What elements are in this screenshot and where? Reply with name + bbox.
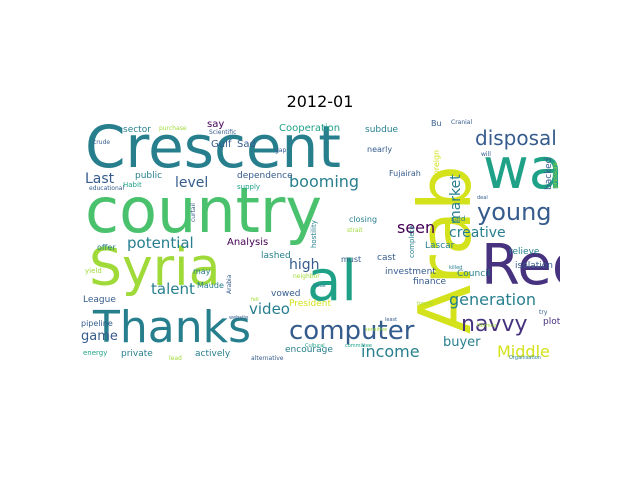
- word-forced: forced: [417, 301, 433, 307]
- word-navvy: navvy: [461, 312, 528, 337]
- word-will: will: [481, 151, 491, 158]
- word-actively: actively: [195, 349, 231, 359]
- word-private: private: [121, 349, 153, 359]
- word-finance: finance: [413, 277, 447, 287]
- word-pressure: pressure: [552, 162, 559, 188]
- word-complete: complete: [408, 225, 416, 258]
- word-booming: booming: [289, 172, 360, 191]
- word-website: website: [229, 315, 249, 321]
- word-arabia: Arabia: [226, 274, 233, 294]
- word-wa: wa: [483, 137, 560, 202]
- word-level: level: [175, 175, 209, 191]
- word-lashed: lashed: [261, 251, 291, 261]
- word-cultural: Cultural: [305, 343, 325, 349]
- word-killed: killed: [449, 265, 463, 271]
- word-cast: cast: [377, 253, 396, 263]
- word-lascar: Lascar: [425, 241, 455, 251]
- figure-title: 2012-01: [286, 92, 354, 111]
- word-plot: plot: [543, 317, 560, 327]
- word-habit: Habit: [123, 181, 142, 189]
- word-generation: generation: [449, 290, 537, 309]
- word-investment: investment: [385, 267, 436, 277]
- word-may: may: [193, 267, 211, 276]
- word-must: must: [341, 255, 362, 264]
- word-young: young: [477, 198, 552, 226]
- word-gap: gap: [275, 147, 287, 154]
- word-lead: lead: [169, 355, 182, 362]
- word-strait: strait: [347, 227, 363, 234]
- word-cooperation: Cooperation: [279, 123, 341, 134]
- word-president: President: [289, 299, 331, 309]
- word-potential: potential: [127, 234, 194, 252]
- word-income: income: [361, 342, 420, 361]
- word-scientific: Scientific: [209, 129, 237, 136]
- word-nearly: nearly: [367, 145, 393, 154]
- word-subdue: subdue: [365, 125, 399, 135]
- word-public: public: [135, 171, 163, 181]
- word-supply: supply: [237, 183, 261, 191]
- word-analysis: Analysis: [227, 237, 269, 248]
- word-council: Council: [457, 269, 491, 279]
- word-offer: offer: [97, 243, 116, 252]
- word-league: League: [83, 295, 116, 305]
- word-committee: committee: [345, 343, 373, 349]
- word-relieve: relieve: [509, 247, 540, 257]
- word-fell: fell: [251, 297, 259, 303]
- word-middle: Middle: [497, 342, 550, 361]
- word-sector: sector: [123, 125, 151, 135]
- word-video: video: [249, 300, 290, 318]
- word-issue: issue: [313, 283, 326, 289]
- word-sad: Sad: [237, 139, 256, 150]
- word-red: Red: [481, 233, 560, 298]
- word-hormuz: Hormuz: [477, 323, 497, 329]
- word-yield: yield: [85, 267, 102, 275]
- word-organisation: Organisation: [509, 355, 541, 361]
- word-creative: creative: [449, 225, 506, 241]
- word-bu: Bu: [431, 119, 442, 128]
- word-country: country: [85, 174, 323, 247]
- word-hostility: hostility: [310, 220, 318, 248]
- word-foreign: foreign: [432, 149, 441, 178]
- word-educational: educational: [89, 185, 125, 192]
- word-isolation: isolation: [515, 261, 553, 271]
- word-pipeline: pipeline: [81, 319, 113, 328]
- word-al: al: [307, 249, 357, 314]
- word-computer: computer: [289, 316, 415, 346]
- word-encourage: encourage: [285, 345, 333, 355]
- word-seen: seen: [397, 218, 436, 237]
- word-dependence: dependence: [237, 171, 293, 181]
- word-cloud: Crescent country Syria Thanks Arab wa al…: [79, 118, 560, 368]
- word-curtail: curtail: [190, 203, 197, 222]
- word-alternative: alternative: [251, 355, 284, 362]
- word-try: try: [539, 309, 548, 316]
- word-buyer: buyer: [443, 335, 481, 350]
- word-vowed: vowed: [271, 289, 301, 299]
- word-crude: crude: [93, 139, 111, 146]
- word-high: high: [289, 257, 320, 273]
- word-fujairah: Fujairah: [389, 169, 421, 178]
- word-purchase: purchase: [159, 125, 187, 132]
- word-maude: Maude: [197, 281, 224, 290]
- word-neighbor: neighbor: [293, 273, 320, 280]
- word-syria: Syria: [89, 238, 221, 298]
- word-say: say: [207, 119, 225, 130]
- word-thanks: Thanks: [93, 302, 252, 353]
- word-sensitive: sensitive: [365, 327, 388, 333]
- word-closing: closing: [349, 215, 378, 224]
- word-talent: talent: [151, 280, 195, 298]
- word-deal: deal: [477, 195, 488, 201]
- word-energy: energy: [83, 349, 108, 357]
- word-last: Last: [85, 171, 115, 187]
- word-cranial: Cranial: [451, 119, 473, 126]
- word-least: least: [385, 317, 398, 323]
- word-crescent: Crescent: [85, 118, 342, 181]
- word-said: said: [451, 215, 466, 223]
- word-disposal: disposal: [475, 126, 557, 150]
- word-game: game: [81, 329, 118, 344]
- word-gulf: Gulf: [211, 139, 232, 150]
